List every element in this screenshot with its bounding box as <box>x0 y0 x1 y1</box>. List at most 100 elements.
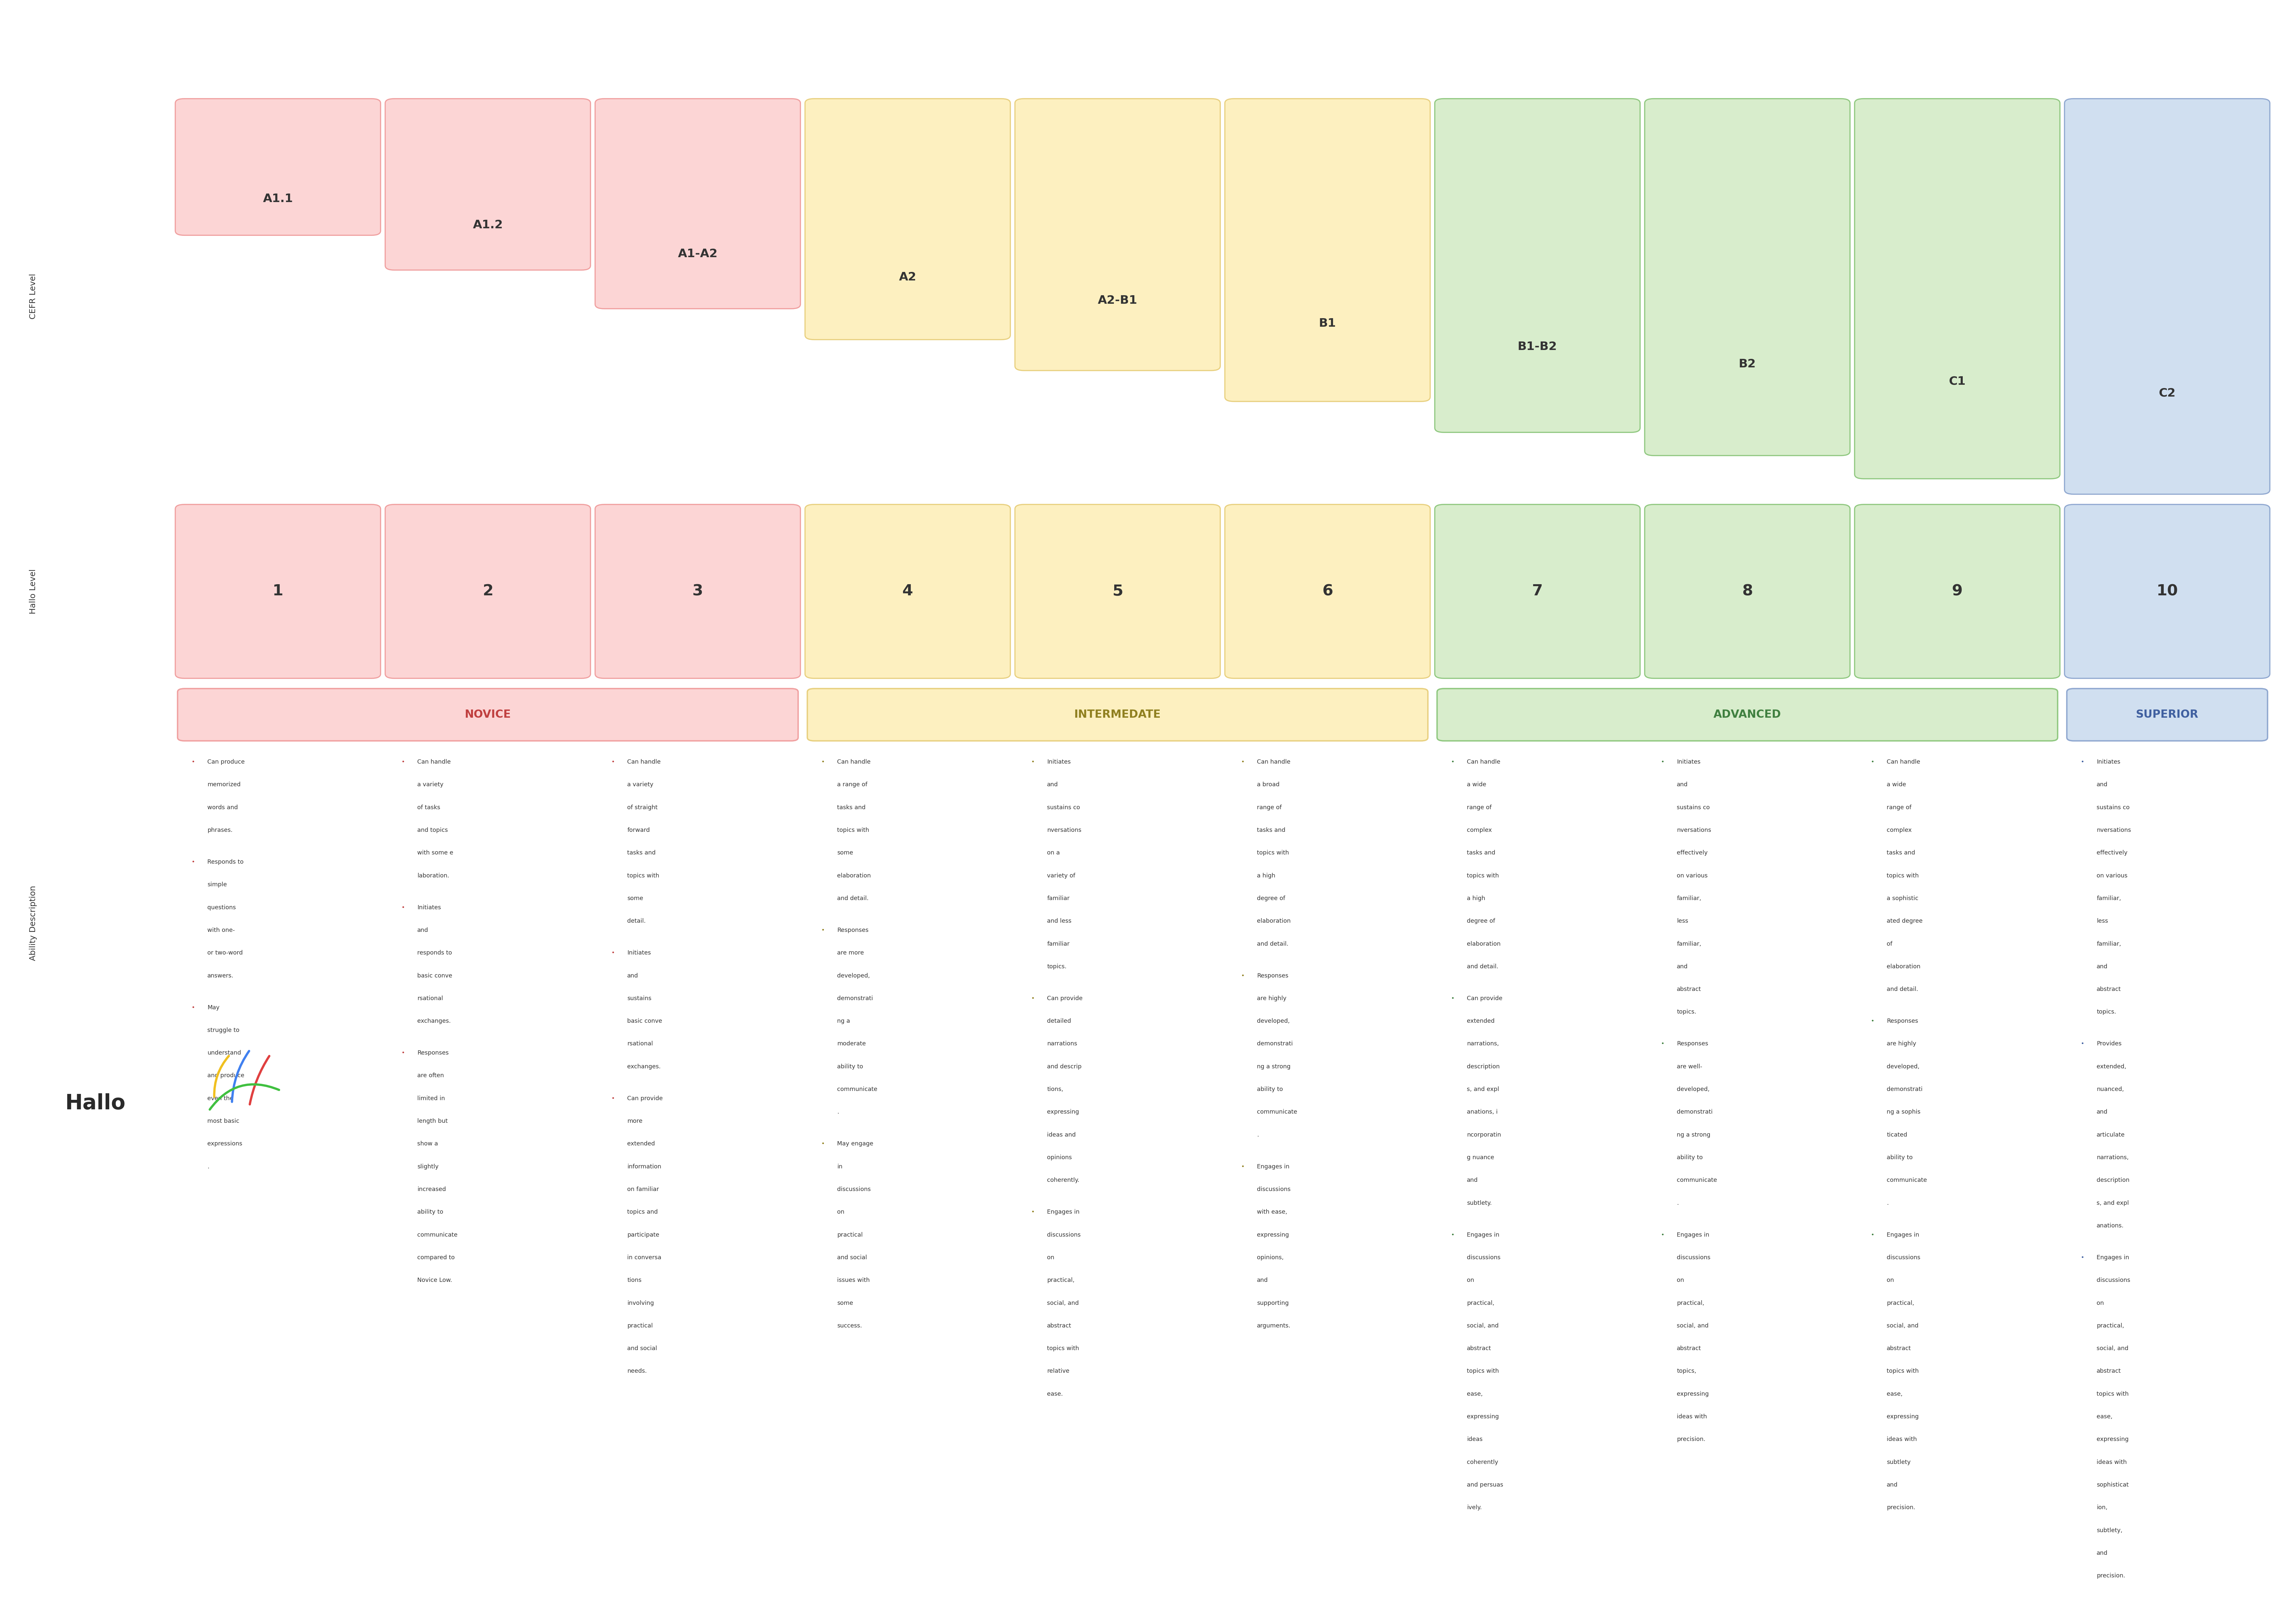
Text: relative: relative <box>1047 1368 1070 1375</box>
Text: •: • <box>1240 972 1244 979</box>
Text: exchanges.: exchanges. <box>627 1063 661 1070</box>
Text: some: some <box>627 896 643 901</box>
Text: 10: 10 <box>2156 584 2179 599</box>
Text: of tasks: of tasks <box>418 805 441 810</box>
FancyBboxPatch shape <box>1855 505 2060 678</box>
Text: on: on <box>1887 1277 1894 1284</box>
Text: •: • <box>822 1141 824 1147</box>
FancyBboxPatch shape <box>1437 688 2057 740</box>
Text: sustains: sustains <box>627 995 652 1001</box>
Text: practical,: practical, <box>2096 1323 2124 1329</box>
Text: compared to: compared to <box>418 1255 455 1261</box>
Text: ated degree: ated degree <box>1887 919 1922 923</box>
Text: Responses: Responses <box>418 1050 448 1057</box>
FancyBboxPatch shape <box>386 99 590 269</box>
Text: topics with: topics with <box>627 873 659 878</box>
Text: practical,: practical, <box>1676 1300 1704 1307</box>
Text: expressions: expressions <box>207 1141 243 1147</box>
Text: of: of <box>1887 941 1892 946</box>
Text: ability to: ability to <box>1676 1154 1704 1160</box>
Text: discussions: discussions <box>1047 1232 1081 1238</box>
Text: abstract: abstract <box>1676 1345 1701 1352</box>
Text: topics with: topics with <box>838 828 870 833</box>
Text: •: • <box>191 1005 195 1011</box>
Text: demonstrati: demonstrati <box>838 995 872 1001</box>
Text: discussions: discussions <box>1256 1186 1290 1193</box>
Text: Engages in: Engages in <box>1887 1232 1919 1238</box>
Text: s, and expl: s, and expl <box>2096 1199 2128 1206</box>
Text: •: • <box>822 927 824 933</box>
Text: tasks and: tasks and <box>1256 828 1286 833</box>
Text: expressing: expressing <box>1256 1232 1288 1238</box>
Text: Engages in: Engages in <box>1676 1232 1708 1238</box>
Text: discussions: discussions <box>1676 1255 1711 1261</box>
Text: more: more <box>627 1118 643 1125</box>
Text: success.: success. <box>838 1323 861 1329</box>
Text: tions: tions <box>627 1277 641 1284</box>
Text: a high: a high <box>1256 873 1274 878</box>
Text: with one-: with one- <box>207 927 234 933</box>
Text: and detail.: and detail. <box>838 896 868 901</box>
Text: developed,: developed, <box>1676 1086 1711 1092</box>
Text: and social: and social <box>838 1255 868 1261</box>
Text: tasks and: tasks and <box>627 850 657 855</box>
Text: subtlety,: subtlety, <box>2096 1527 2122 1534</box>
Text: expressing: expressing <box>1676 1391 1708 1397</box>
Text: •: • <box>1451 1232 1453 1238</box>
Text: social, and: social, and <box>1887 1323 1919 1329</box>
FancyBboxPatch shape <box>806 99 1010 339</box>
FancyBboxPatch shape <box>174 505 381 678</box>
FancyBboxPatch shape <box>595 99 801 308</box>
Text: extended,: extended, <box>2096 1063 2126 1070</box>
Text: memorized: memorized <box>207 782 241 787</box>
Text: practical,: practical, <box>1467 1300 1495 1307</box>
Text: elaboration: elaboration <box>1256 919 1290 923</box>
Text: elaboration: elaboration <box>838 873 870 878</box>
Text: phrases.: phrases. <box>207 828 232 833</box>
Text: effectively: effectively <box>1676 850 1708 855</box>
Text: of straight: of straight <box>627 805 657 810</box>
Text: demonstrati: demonstrati <box>1676 1109 1713 1115</box>
Text: •: • <box>1660 1232 1665 1238</box>
Text: on: on <box>838 1209 845 1216</box>
Text: tions,: tions, <box>1047 1086 1063 1092</box>
Text: •: • <box>2080 1255 2085 1261</box>
Text: and: and <box>1256 1277 1267 1284</box>
Text: narrations,: narrations, <box>1467 1040 1499 1047</box>
Text: communicate: communicate <box>1676 1177 1717 1183</box>
FancyBboxPatch shape <box>1015 505 1219 678</box>
Text: articulate: articulate <box>2096 1131 2126 1138</box>
Text: extended: extended <box>627 1141 654 1147</box>
Text: abstract: abstract <box>1887 1345 1910 1352</box>
Text: participate: participate <box>627 1232 659 1238</box>
Text: Engages in: Engages in <box>2096 1255 2128 1261</box>
Text: topics.: topics. <box>1047 964 1068 969</box>
Text: A2: A2 <box>900 271 916 282</box>
Text: demonstrati: demonstrati <box>1887 1086 1922 1092</box>
Text: 7: 7 <box>1531 584 1543 599</box>
Text: •: • <box>2080 760 2085 764</box>
Text: A2-B1: A2-B1 <box>1097 295 1137 305</box>
Text: ideas with: ideas with <box>2096 1459 2126 1466</box>
Text: range of: range of <box>1256 805 1281 810</box>
Text: extended: extended <box>1467 1018 1495 1024</box>
Text: ease,: ease, <box>1887 1391 1903 1397</box>
Text: discussions: discussions <box>838 1186 870 1193</box>
Text: limited in: limited in <box>418 1096 445 1102</box>
Text: familiar: familiar <box>1047 896 1070 901</box>
Text: topics with: topics with <box>1047 1345 1079 1352</box>
Text: developed,: developed, <box>1256 1018 1290 1024</box>
Text: needs.: needs. <box>627 1368 647 1375</box>
Text: nversations: nversations <box>1047 828 1081 833</box>
Text: a high: a high <box>1467 896 1486 901</box>
Text: topics.: topics. <box>1676 1010 1697 1014</box>
Text: issues with: issues with <box>838 1277 870 1284</box>
Text: effectively: effectively <box>2096 850 2128 855</box>
Text: some: some <box>838 1300 854 1307</box>
Text: laboration.: laboration. <box>418 873 450 878</box>
Text: and produce: and produce <box>207 1073 243 1079</box>
FancyBboxPatch shape <box>174 99 381 235</box>
Text: communicate: communicate <box>1256 1109 1297 1115</box>
FancyBboxPatch shape <box>1224 99 1430 401</box>
Text: s, and expl: s, and expl <box>1467 1086 1499 1092</box>
